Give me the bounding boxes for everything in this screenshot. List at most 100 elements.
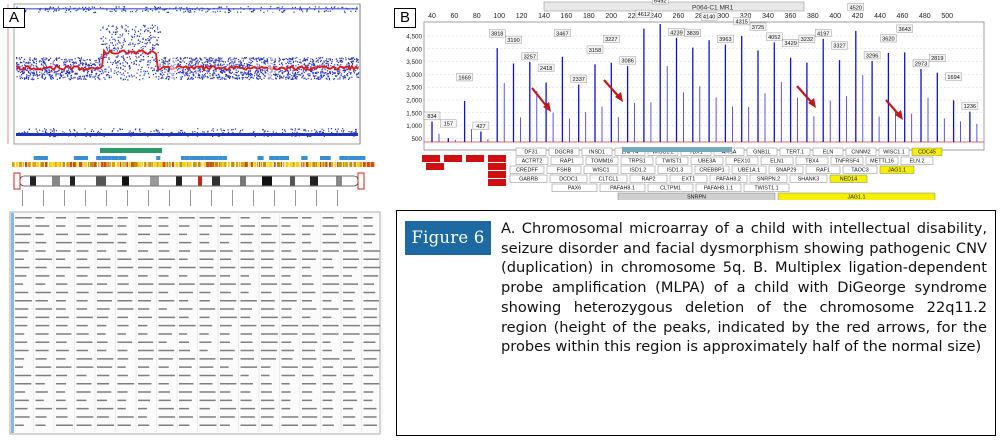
dgv-track-block — [78, 162, 83, 167]
peak-value-box — [652, 0, 669, 5]
cnv-track-block — [263, 156, 270, 160]
gene-probe-box — [911, 147, 943, 156]
cnv-track-block — [319, 156, 331, 160]
gene-probe-name: WISC1 — [592, 168, 609, 174]
gene-probe-name: ELN — [823, 150, 834, 156]
microarray-gap — [170, 10, 176, 130]
region-bracket — [622, 147, 732, 152]
dgv-track-block — [188, 162, 192, 167]
cnv-segment-bar — [100, 148, 162, 153]
gene-probe-box — [585, 156, 619, 165]
dgv-track-block — [153, 162, 157, 167]
dgv-track-block — [182, 162, 187, 167]
gene-probe-box — [731, 165, 767, 174]
dgv-track-block — [353, 162, 357, 167]
gene-probe-name: DGCR8 — [555, 150, 574, 156]
peak-value-text: 3839 — [687, 31, 699, 37]
peak-value-label: 3818 — [488, 29, 506, 38]
peak-value-box — [521, 52, 539, 61]
y-tick-label: 500 — [411, 136, 422, 143]
gene-table-entries — [199, 217, 217, 426]
gene-probe-box — [620, 165, 656, 174]
peak-value-label: 1694 — [945, 72, 962, 81]
peak-value-label: 3086 — [619, 56, 636, 65]
dgv-track-block — [66, 162, 70, 167]
peak-value-label: 3620 — [880, 34, 897, 43]
cnv-track-block — [20, 156, 34, 160]
peak-value-text: 4140 — [703, 15, 715, 21]
peak-value-text: 3227 — [605, 37, 617, 43]
dgv-track-block — [359, 162, 362, 167]
peak-value-box — [815, 29, 832, 38]
peak-value-text: 3086 — [621, 59, 633, 65]
microarray-log-ratio-line — [15, 48, 359, 72]
y-tick-label: 2,500 — [406, 85, 422, 92]
x-tick-label: 220 — [628, 13, 640, 20]
panel-b-mlpa: P064-C1 MR1 40 60 80 100 120 140 160 180 200 220 2… — [392, 0, 1000, 201]
dgv-track-block — [22, 162, 24, 167]
microarray-gap — [268, 10, 273, 130]
dgv-track-block — [116, 162, 120, 167]
dgv-track-block — [16, 162, 18, 167]
red-probe-marker — [488, 171, 506, 178]
gene-probe-box — [509, 165, 545, 174]
gene-table-entries — [343, 217, 360, 426]
red-deletion-arrow — [603, 79, 623, 102]
x-tick-label: 240 — [650, 13, 662, 20]
peak-value-box — [505, 35, 522, 44]
peak-value-label: 3190 — [505, 35, 522, 44]
red-probe-marker — [488, 163, 506, 170]
ideogram-band — [150, 176, 159, 186]
gene-probe-name: JAG1.1 — [888, 168, 906, 174]
gene-table-entries — [117, 217, 135, 426]
peak-value-label: 4140 — [700, 12, 718, 21]
peak-value-text: 6492 — [654, 0, 666, 5]
dgv-track-block — [231, 162, 235, 167]
dgv-track-block — [212, 162, 214, 167]
peak-value-text: 3429 — [784, 41, 796, 47]
ideogram-band-label-tick — [22, 190, 23, 206]
microarray-top-band — [16, 8, 358, 10]
dgv-track-block — [362, 162, 366, 167]
ideogram-band — [198, 176, 202, 186]
gene-probe-box — [695, 183, 742, 192]
peak-value-label: 3725 — [749, 22, 767, 31]
peak-value-label: 2973 — [912, 59, 930, 67]
cnv-track-block — [348, 156, 362, 160]
peak-value-text: 3818 — [491, 32, 503, 38]
arrow-shaft — [531, 87, 549, 109]
dgv-track-block — [300, 162, 303, 167]
dgv-track-block — [141, 162, 144, 167]
gene-probe-box — [829, 174, 868, 183]
peak-value-text: 427 — [476, 124, 485, 130]
cnv-track-block — [189, 156, 201, 160]
dgv-track-block — [57, 162, 61, 167]
dgv-track-block — [109, 162, 111, 167]
gene-probe-name: TNFRSF4 — [835, 159, 859, 165]
microarray-scatter — [15, 6, 360, 138]
peak-value-box — [586, 45, 604, 54]
ideogram-band — [176, 176, 182, 186]
gene-probe-box — [749, 174, 788, 183]
cnv-track-block — [111, 156, 119, 160]
peak-value-box — [700, 12, 718, 21]
gene-probe-box — [725, 156, 759, 165]
dgv-track-block — [128, 162, 131, 167]
dgv-track-block — [60, 162, 62, 167]
dgv-track-block — [40, 162, 45, 167]
dgv-track-block — [138, 162, 142, 167]
dgv-track-block — [291, 162, 293, 167]
gene-table-entries — [220, 217, 237, 426]
dgv-track-block — [336, 162, 338, 167]
dgv-track-block — [72, 162, 76, 167]
dgv-track-block — [158, 162, 163, 167]
gene-probe-box — [842, 165, 878, 174]
dgv-track-block — [273, 162, 276, 167]
dgv-track-block — [130, 162, 134, 167]
gene-table-entries — [363, 217, 381, 426]
dgv-track-block — [221, 162, 223, 167]
cnv-track-block — [88, 156, 97, 160]
dgv-track-block — [289, 162, 292, 167]
dgv-track-block — [55, 162, 57, 167]
mlpa-figure: P064-C1 MR1 40 60 80 100 120 140 160 180 200 220 2… — [406, 0, 985, 201]
